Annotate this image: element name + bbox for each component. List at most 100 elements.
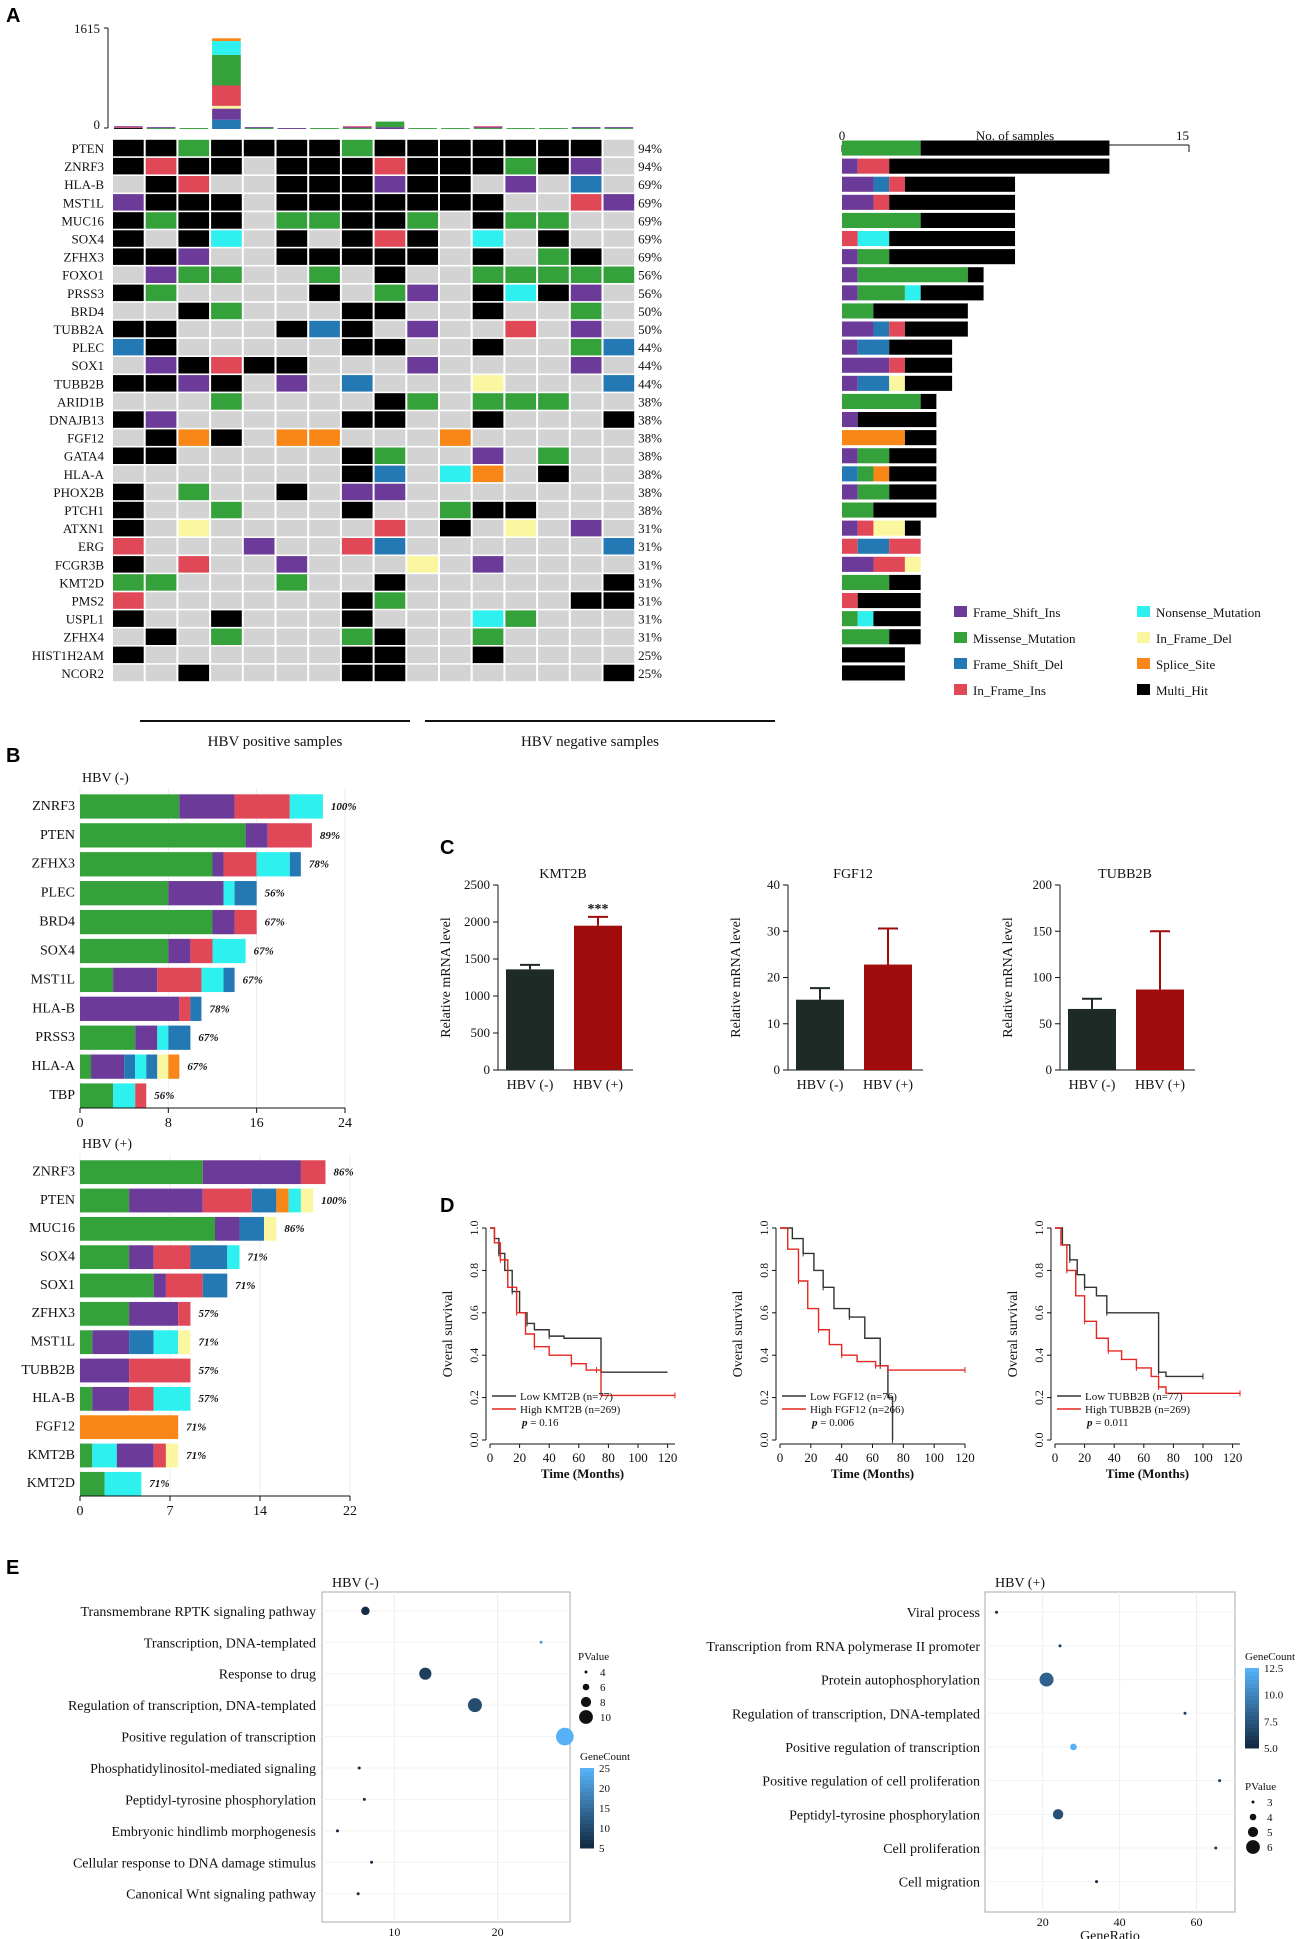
color-legend-step [580,1796,594,1801]
mutation-cell [570,302,602,320]
mutation-cell [145,411,177,428]
legend-label: Low FGF12 (n=76) [810,1391,897,1403]
mutation-cell [341,592,373,609]
mutation-cell [211,248,242,265]
mutation-cell [243,519,275,537]
mutation-cell [570,519,602,537]
color-legend-step [1245,1724,1259,1729]
sample-count-bar-segment [857,448,890,464]
y-tick-label: 1.0 [1032,1221,1046,1236]
sample-count-bar-segment [873,556,905,572]
mutation-cell [570,230,602,247]
sample-count-bar-segment [857,412,937,428]
legend-swatch [954,658,967,669]
mutation-cell [538,393,569,410]
mutation-cell [374,393,406,410]
mutation-cell [113,447,144,464]
mutation-cell [113,338,144,356]
gene-percent: 25% [638,648,662,663]
top-count-bar-segment [604,127,634,129]
gene-label: ZNRF3 [64,159,104,174]
color-legend-step [1245,1680,1259,1685]
mutation-cell [407,556,438,573]
x-tick-label: 60 [572,1450,585,1465]
mutation-cell [243,610,275,627]
panel-label-e: E [6,1557,19,1579]
mutation-cell [145,375,177,392]
mutation-cell [341,176,373,193]
stacked-bar-segment [215,1216,240,1241]
top-count-bar-segment [179,128,209,129]
mutation-cell [178,393,210,410]
gene-label: PTEN [72,141,105,156]
gene-percent: 69% [638,213,662,228]
gene-label: SOX4 [40,1250,75,1265]
mutation-cell [309,610,340,627]
mutation-cell [407,610,438,627]
x-tick-label: 0 [1052,1450,1059,1465]
stacked-bar-segment [80,1273,154,1298]
mutation-cell [113,248,144,265]
mutation-cell [505,465,537,483]
stacked-bar-segment [212,852,224,877]
gene-percent: 38% [638,449,662,464]
mutation-cell [440,483,471,501]
mutation-cell [309,592,340,609]
x-category-label: HBV (+) [863,1078,913,1093]
y-tick-label: 0.0 [467,1433,481,1448]
y-tick-label: 150 [1033,923,1053,938]
mutation-cell [178,592,210,609]
color-legend-step [580,1816,594,1821]
legend-swatch [954,684,967,695]
color-legend-step [580,1780,594,1785]
mutation-cell [440,266,471,283]
color-legend-step [1245,1692,1259,1697]
mutation-cell [341,556,373,573]
gene-label: KMT2B [28,1448,75,1463]
gene-label: MUC16 [61,213,104,228]
x-tick-label: 40 [1114,1915,1126,1929]
go-dot [419,1667,432,1680]
sample-count-bar-segment [842,647,905,663]
mutation-cell [472,338,504,356]
y-tick-label: 0.8 [467,1263,481,1278]
sample-count-bar-segment [857,158,890,174]
mutation-cell [276,212,308,229]
top-count-bar-segment [244,127,274,129]
mutation-cell [570,483,602,501]
bar-percent: 71% [149,1478,169,1490]
mutation-cell [440,538,471,555]
bar-percent: 71% [186,1450,206,1462]
top-count-bar-segment [212,119,241,129]
gene-label: PRSS3 [35,1030,75,1045]
gene-label: ZFHX3 [31,1306,75,1321]
mutation-cell [538,139,569,157]
gene-label: KMT2D [59,575,104,590]
mutation-cell [341,519,373,537]
legend-swatch [954,606,967,617]
sample-count-bar-segment [920,140,1110,156]
gene-label: PTEN [40,828,75,843]
stacked-bar-segment [80,794,180,819]
mutation-cell [211,465,242,483]
mutation-cell [440,212,471,229]
mutation-cell [472,320,504,338]
mutation-cell [407,139,438,157]
size-legend-dot [580,1696,592,1708]
go-term-label: Embryonic hindlimb morphogenesis [111,1825,316,1840]
mutation-cell [570,538,602,555]
legend-label: High KMT2B (n=269) [520,1404,621,1416]
mutation-cell [603,447,635,464]
mutation-cell [505,411,537,428]
gene-label: TBP [49,1088,75,1103]
x-tick-label: 16 [250,1116,264,1131]
mutation-cell [538,212,569,229]
stacked-bar-segment [80,1301,130,1326]
mutation-cell [374,610,406,627]
gene-label: ZFHX4 [64,630,105,645]
sample-count-bar-segment [842,194,874,210]
x-axis-title: Time (Months) [541,1466,624,1481]
stacked-bar-segment [190,938,213,964]
stacked-bar-segment [202,1188,252,1213]
go-dot [370,1860,374,1864]
